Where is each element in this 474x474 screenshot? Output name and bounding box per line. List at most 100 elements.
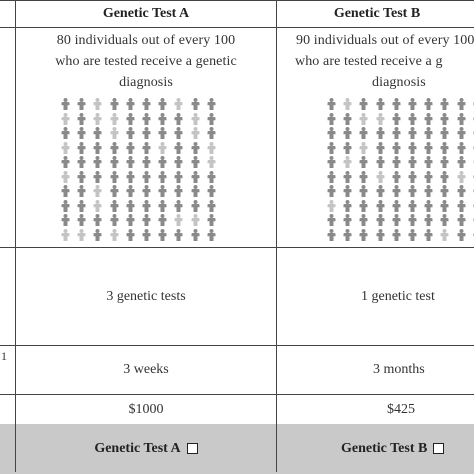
person-icon-diagnosed (93, 213, 102, 226)
choice-test-a-checkbox[interactable] (186, 443, 198, 454)
person-icon-not-diagnosed (61, 141, 70, 154)
person-icon-diagnosed (77, 126, 86, 139)
person-icon-diagnosed (424, 97, 433, 110)
person-icon-diagnosed (110, 141, 119, 154)
person-icon-diagnosed (424, 155, 433, 168)
person-icon-diagnosed (158, 112, 167, 125)
person-icon-diagnosed (359, 199, 368, 212)
person-icon-diagnosed (457, 141, 466, 154)
person-icon-diagnosed (359, 213, 368, 226)
person-icon-not-diagnosed (61, 170, 70, 183)
person-icon-not-diagnosed (327, 199, 336, 212)
person-icon-diagnosed (158, 228, 167, 241)
rule-middle (276, 0, 277, 472)
cost-test-b: $425 (387, 401, 415, 417)
person-icon-diagnosed (327, 126, 336, 139)
person-icon-not-diagnosed (191, 213, 200, 226)
person-icon-diagnosed (327, 170, 336, 183)
person-icon-diagnosed (408, 155, 417, 168)
person-icon-diagnosed (110, 170, 119, 183)
person-icon-diagnosed (424, 228, 433, 241)
person-icon-diagnosed (126, 141, 135, 154)
person-icon-diagnosed (93, 155, 102, 168)
person-icon-not-diagnosed (77, 228, 86, 241)
choice-test-a[interactable]: Genetic Test A (16, 425, 276, 472)
person-icon-diagnosed (408, 97, 417, 110)
person-icon-diagnosed (408, 228, 417, 241)
description-test-a-line-3: diagnosis (119, 75, 173, 90)
person-icon-diagnosed (126, 112, 135, 125)
person-icon-diagnosed (207, 199, 216, 212)
person-icon-diagnosed (174, 112, 183, 125)
person-icon-diagnosed (77, 213, 86, 226)
person-icon-diagnosed (61, 126, 70, 139)
choice-test-a-label: Genetic Test A (94, 440, 181, 456)
person-icon-diagnosed (343, 228, 352, 241)
choice-test-a-option[interactable]: Genetic Test A (94, 440, 198, 457)
choice-test-b-option[interactable]: Genetic Test B (341, 440, 445, 457)
icon-array-test-b (327, 97, 474, 242)
person-icon-not-diagnosed (457, 170, 466, 183)
person-icon-not-diagnosed (174, 213, 183, 226)
person-icon-diagnosed (408, 184, 417, 197)
person-icon-diagnosed (424, 184, 433, 197)
person-icon-diagnosed (440, 184, 449, 197)
person-icon-diagnosed (457, 112, 466, 125)
cost-test-a: $1000 (128, 401, 164, 417)
person-icon-diagnosed (392, 141, 401, 154)
rule-tests (0, 345, 474, 346)
tests-test-b: 1 genetic test (361, 288, 435, 304)
person-icon-diagnosed (457, 228, 466, 241)
person-icon-diagnosed (424, 213, 433, 226)
person-icon-diagnosed (376, 155, 385, 168)
person-icon-diagnosed (191, 97, 200, 110)
person-icon-not-diagnosed (93, 184, 102, 197)
person-icon-diagnosed (343, 213, 352, 226)
person-icon-diagnosed (408, 126, 417, 139)
person-icon-diagnosed (142, 112, 151, 125)
person-icon-diagnosed (126, 170, 135, 183)
person-icon-not-diagnosed (207, 141, 216, 154)
person-icon-diagnosed (61, 199, 70, 212)
person-icon-diagnosed (408, 199, 417, 212)
person-icon-diagnosed (440, 112, 449, 125)
person-icon-not-diagnosed (61, 228, 70, 241)
choice-test-b-checkbox[interactable] (433, 443, 445, 454)
person-icon-diagnosed (61, 213, 70, 226)
person-icon-diagnosed (158, 97, 167, 110)
person-icon-diagnosed (327, 155, 336, 168)
person-icon-diagnosed (110, 213, 119, 226)
person-icon-not-diagnosed (343, 97, 352, 110)
choice-test-b[interactable]: Genetic Test B (277, 425, 474, 472)
person-icon-diagnosed (359, 126, 368, 139)
row-stub: 1 (1, 349, 7, 363)
person-icon-diagnosed (110, 199, 119, 212)
description-test-b-line-1: 90 individuals out of every 100 (296, 33, 474, 48)
person-icon-diagnosed (392, 97, 401, 110)
person-icon-diagnosed (207, 112, 216, 125)
person-icon-diagnosed (327, 112, 336, 125)
person-icon-diagnosed (408, 213, 417, 226)
person-icon-diagnosed (158, 184, 167, 197)
header-test-b: Genetic Test B (333, 6, 421, 21)
person-icon-diagnosed (392, 184, 401, 197)
person-icon-diagnosed (126, 155, 135, 168)
person-icon-diagnosed (343, 141, 352, 154)
icon-array-test-a (61, 97, 226, 242)
person-icon-diagnosed (440, 213, 449, 226)
person-icon-diagnosed (93, 170, 102, 183)
person-icon-diagnosed (207, 228, 216, 241)
person-icon-not-diagnosed (158, 141, 167, 154)
person-icon-diagnosed (77, 184, 86, 197)
person-icon-diagnosed (174, 199, 183, 212)
person-icon-diagnosed (343, 112, 352, 125)
rule-description (0, 247, 474, 248)
description-test-b-line-2: who are tested receive a g (295, 54, 443, 69)
person-icon-not-diagnosed (110, 112, 119, 125)
person-icon-diagnosed (457, 126, 466, 139)
choice-test-b-label: Genetic Test B (341, 440, 428, 456)
person-icon-diagnosed (191, 141, 200, 154)
person-icon-diagnosed (61, 97, 70, 110)
person-icon-diagnosed (126, 97, 135, 110)
person-icon-diagnosed (61, 155, 70, 168)
